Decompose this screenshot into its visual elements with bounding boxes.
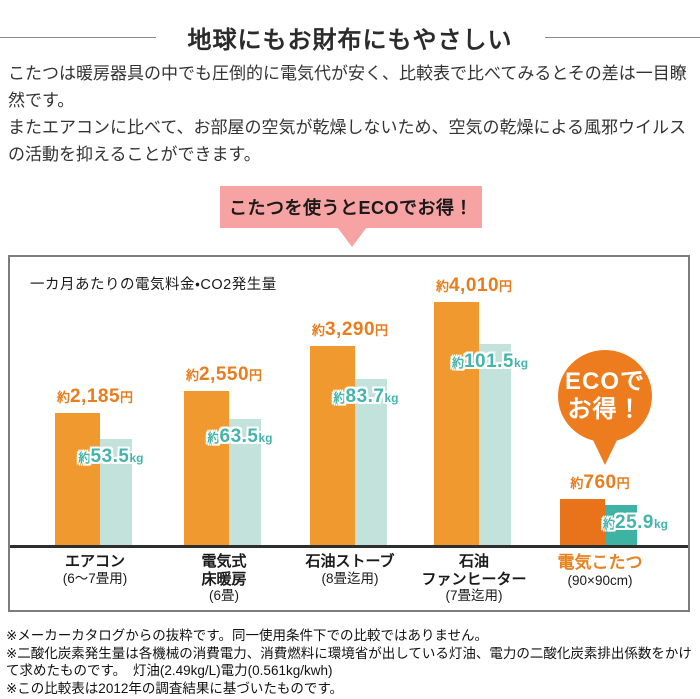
category-label: 電気式 床暖房 (6畳)	[201, 553, 246, 604]
co2-label: 約53.5kg	[78, 446, 144, 467]
eco-badge-line2: お得！	[567, 396, 643, 423]
category-size: (8畳迄用)	[321, 570, 379, 586]
intro-paragraph-1: こたつは暖房器具の中でも圧倒的に電気代が安く、比較表で比べてみるとその差は一目瞭…	[8, 64, 687, 110]
category-name: 電気こたつ	[557, 553, 643, 572]
page-title: 地球にもお財布にもやさしい	[187, 27, 513, 54]
co2-label: 約63.5kg	[207, 426, 273, 447]
cost-bar	[184, 391, 229, 545]
cost-label: 約2,185円	[56, 386, 134, 407]
cost-label: 約3,290円	[311, 319, 389, 340]
title-rule-left	[0, 37, 156, 38]
footnote-3: ※この比較表は2012年の調査結果に基づいたものです。	[6, 680, 343, 696]
category-label: 石油 ファンヒーター (7畳迄用)	[421, 553, 526, 604]
co2-label: 約83.7kg	[333, 386, 399, 407]
category-name: 石油ストーブ	[305, 553, 395, 570]
intro-text: こたつは暖房器具の中でも圧倒的に電気代が安く、比較表で比べてみるとその差は一目瞭…	[8, 60, 696, 168]
x-axis-line	[10, 545, 688, 548]
cost-label: 約760円	[570, 472, 630, 493]
eco-badge-line1: ECOで	[564, 368, 645, 396]
cost-bar	[434, 302, 479, 545]
category-label: 電気こたつ (90×90cm)	[558, 553, 643, 589]
category-size: (7畳迄用)	[445, 588, 503, 604]
category-label: エアコン (6〜7畳用)	[63, 553, 128, 587]
category-name: エアコン	[64, 553, 126, 570]
speech-bubble-tail	[337, 227, 367, 247]
footnote-2: ※二酸化炭素発生量は各機械の消費電力、消費燃料に環境省が出している灯油、電力の二…	[6, 645, 692, 679]
category-size: (90×90cm)	[567, 573, 633, 589]
cost-bar	[560, 499, 605, 545]
category-label: 石油ストーブ (8畳迄用)	[305, 553, 394, 587]
co2-label: 約25.9kg	[603, 512, 669, 533]
cost-label: 約4,010円	[435, 275, 513, 296]
category-name: 石油 ファンヒーター	[421, 553, 527, 588]
comparison-chart-panel: 一カ月あたりの電気料金・CO2発生量 約2,185円約53.5kg 約2,550円…	[8, 255, 690, 612]
footnote-1: ※メーカーカタログからの抜粋です。同一使用条件下での比較ではありません。	[6, 628, 489, 643]
title-rule-right	[544, 37, 700, 38]
header: 地球にもお財布にもやさしい	[0, 20, 700, 55]
category-name: 電気式 床暖房	[201, 553, 247, 588]
cost-bar	[55, 413, 100, 545]
co2-label: 約101.5kg	[451, 351, 529, 372]
eco-badge-tail	[592, 438, 618, 465]
chart-title: 一カ月あたりの電気料金・CO2発生量	[30, 277, 277, 293]
cost-label: 約2,550円	[185, 364, 263, 385]
category-size: (6畳)	[208, 588, 239, 604]
category-size: (6〜7畳用)	[62, 570, 128, 586]
cost-bar	[310, 346, 355, 545]
footnotes: ※メーカーカタログからの抜粋です。同一使用条件下での比較ではありません。 ※二酸…	[6, 627, 696, 697]
intro-paragraph-2: またエアコンに比べて、お部屋の空気が乾燥しないため、空気の乾燥による風邪ウイルス…	[8, 118, 686, 164]
eco-badge: ECOで お得！	[558, 350, 652, 442]
speech-bubble: こたつを使うとECOでお得！	[220, 186, 482, 228]
